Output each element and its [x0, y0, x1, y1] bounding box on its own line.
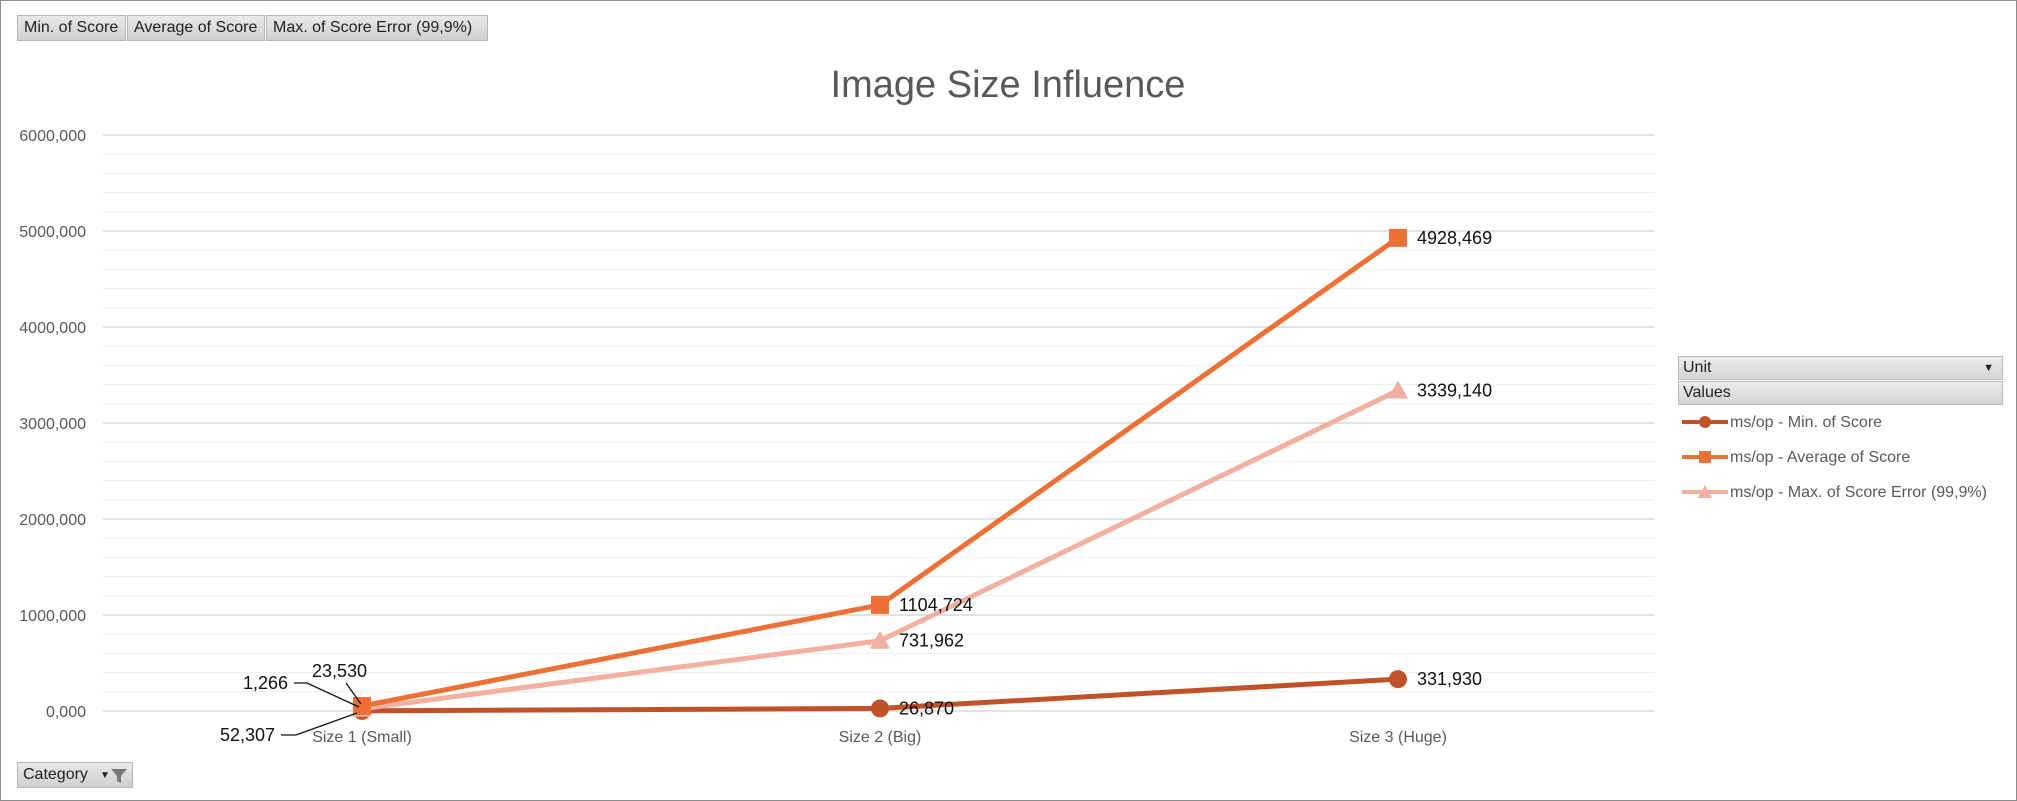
- y-tick-label: 3000,000: [19, 416, 86, 433]
- data-point-square: [871, 595, 889, 614]
- legend-item-label: ms/op - Max. of Score Error (99,9%): [1730, 484, 1987, 501]
- data-point-triangle: [870, 630, 890, 649]
- data-point-square: [1389, 228, 1407, 247]
- x-tick-label: Size 2 (Big): [839, 729, 922, 746]
- legend-item-max-error[interactable]: ms/op - Max. of Score Error (99,9%): [1678, 475, 2003, 510]
- legend-item-min[interactable]: ms/op - Min. of Score: [1678, 405, 2003, 440]
- legend-unit-field-button[interactable]: Unit ▼: [1678, 356, 2003, 380]
- legend-unit-label: Unit: [1683, 359, 1712, 376]
- data-point-circle: [1389, 670, 1407, 689]
- y-tick-label: 0,000: [46, 704, 86, 721]
- dropdown-arrow-icon: ▼: [100, 770, 110, 781]
- leader-line: [345, 682, 362, 705]
- leader-line: [281, 712, 358, 736]
- major-gridlines: [103, 134, 1654, 712]
- data-label: 26,870: [899, 698, 954, 718]
- data-label: 3339,140: [1417, 380, 1492, 400]
- data-point-square: [353, 696, 371, 715]
- legend-item-average[interactable]: ms/op - Average of Score: [1678, 440, 2003, 475]
- data-label: 331,930: [1417, 669, 1482, 689]
- filter-icon[interactable]: [110, 768, 128, 784]
- legend-triangle-marker-icon: [1682, 485, 1728, 498]
- legend-item-label: ms/op - Min. of Score: [1730, 414, 1883, 431]
- legend-values-header: Values: [1678, 381, 2003, 405]
- legend-square-marker-icon: [1682, 451, 1728, 463]
- data-label: 23,530: [312, 661, 367, 681]
- chart-title: Image Size Influence: [831, 64, 1186, 106]
- y-tick-label: 1000,000: [19, 608, 86, 625]
- data-point-circle: [871, 699, 889, 718]
- series-markers: [352, 228, 1408, 720]
- legend: Unit ▼ Values ms/op - Min. of Score ms/o…: [1678, 356, 2003, 510]
- data-labels: 26,870 331,930 1104,724 4928,469 731,962 3339…: [220, 228, 1492, 745]
- leader-line: [294, 682, 360, 708]
- data-label: 731,962: [899, 631, 964, 651]
- data-label: 4928,469: [1417, 228, 1492, 248]
- data-point-triangle: [1388, 380, 1408, 399]
- field-button-average-of-score[interactable]: Average of Score: [127, 15, 265, 41]
- legend-circle-marker-icon: [1682, 416, 1728, 428]
- y-tick-label: 2000,000: [19, 512, 86, 529]
- x-tick-label: Size 1 (Small): [312, 729, 412, 746]
- field-button-max-of-score-error[interactable]: Max. of Score Error (99,9%): [266, 15, 488, 41]
- legend-item-label: ms/op - Average of Score: [1730, 449, 1911, 466]
- minor-gridlines: [103, 153, 1654, 693]
- data-label: 52,307: [220, 725, 275, 745]
- field-button-min-of-score[interactable]: Min. of Score: [17, 15, 126, 41]
- y-tick-label: 6000,000: [19, 128, 86, 145]
- series-line: [361, 388, 1400, 712]
- y-axis-tick-labels: 0,000 1000,000 2000,000 3000,000 4000,000 500…: [19, 128, 86, 721]
- data-label: 1,266: [243, 673, 288, 693]
- category-field-button[interactable]: Category ▼: [17, 762, 133, 788]
- y-tick-label: 5000,000: [19, 224, 86, 241]
- x-tick-label: Size 3 (Huge): [1349, 729, 1447, 746]
- dropdown-arrow-icon[interactable]: ▼: [1983, 362, 1994, 374]
- y-tick-label: 4000,000: [19, 320, 86, 337]
- data-label: 1104,724: [899, 595, 973, 615]
- x-axis-tick-labels: Size 1 (Small) Size 2 (Big) Size 3 (Huge): [312, 729, 1447, 746]
- category-label: Category: [23, 766, 88, 783]
